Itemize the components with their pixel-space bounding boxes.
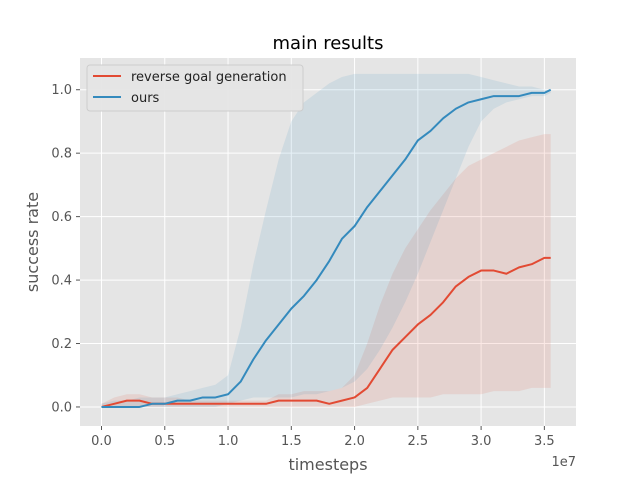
y-axis-label: success rate: [23, 192, 42, 292]
x-axis-ticks: 0.0 0.5 1.0 1.5 2.0 2.5 3.0 3.5: [91, 426, 555, 449]
legend-label-ours: ours: [131, 91, 160, 106]
grid: [80, 58, 576, 426]
ours-band: [101, 73, 551, 407]
y-tick-label: 0.4: [51, 274, 72, 289]
reverse-goal-generation-band: [101, 134, 551, 407]
plot-background: [80, 58, 576, 426]
chart-title: main results: [273, 33, 384, 54]
legend-label-reverse-goal-generation: reverse goal generation: [131, 70, 287, 85]
confidence-bands: [101, 73, 551, 407]
y-tick-label: 0.8: [51, 147, 72, 162]
ours-line: [101, 88, 552, 408]
y-tick-label: 0.2: [51, 337, 72, 352]
y-axis-ticks: 0.0 0.2 0.4 0.6 0.8 1.0: [51, 83, 80, 415]
legend: reverse goal generation ours: [86, 64, 304, 112]
x-tick-label: 2.0: [344, 434, 365, 449]
x-tick-label: 1.5: [281, 434, 302, 449]
x-axis-offset-label: 1e7: [551, 455, 576, 470]
x-tick-label: 1.0: [218, 434, 239, 449]
x-tick-label: 0.5: [154, 434, 175, 449]
x-axis-label: timesteps: [288, 455, 367, 474]
legend-box: [86, 64, 304, 112]
x-tick-label: 3.5: [534, 434, 555, 449]
y-tick-label: 1.0: [51, 83, 72, 98]
reverse-goal-generation-line: [101, 256, 551, 408]
y-tick-label: 0.0: [51, 400, 72, 415]
x-tick-label: 0.0: [91, 434, 112, 449]
x-tick-label: 2.5: [407, 434, 428, 449]
x-tick-label: 3.0: [471, 434, 492, 449]
y-tick-label: 0.6: [51, 210, 72, 225]
series-lines: [101, 88, 552, 408]
